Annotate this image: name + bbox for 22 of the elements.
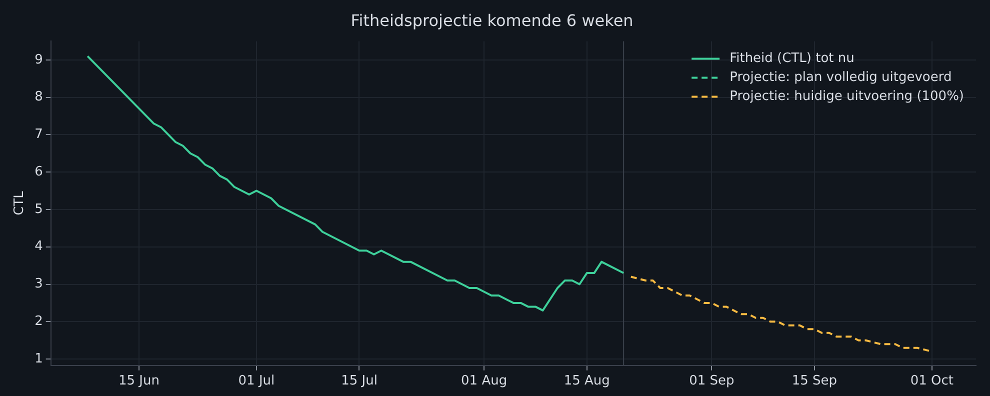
y-axis-title: CTL	[12, 190, 28, 216]
x-tick-label: 15 Jun	[118, 374, 160, 389]
legend-label: Projectie: huidige uitvoering (100%)	[730, 89, 964, 104]
x-tick-label: 01 Sep	[689, 374, 734, 389]
y-tick-label: 1	[34, 351, 43, 366]
legend-label: Fitheid (CTL) tot nu	[730, 51, 854, 66]
x-tick-label: 15 Sep	[792, 374, 838, 389]
x-tick-label: 01 Oct	[910, 374, 954, 389]
legend-label: Projectie: plan volledig uitgevoerd	[730, 70, 952, 86]
y-tick-label: 3	[34, 276, 43, 292]
y-tick-label: 2	[34, 314, 43, 330]
y-tick-label: 6	[34, 164, 43, 180]
x-tick-label: 01 Aug	[461, 374, 508, 389]
y-tick-label: 8	[34, 90, 43, 105]
y-tick-label: 5	[34, 202, 43, 217]
x-tick-label: 15 Jul	[341, 374, 378, 389]
x-tick-label: 15 Aug	[564, 374, 610, 389]
y-tick-label: 9	[34, 52, 43, 68]
chart-title: Fitheidsprojectie komende 6 weken	[350, 10, 634, 30]
y-tick-label: 4	[34, 239, 43, 254]
x-tick-label: 01 Jul	[238, 374, 275, 389]
y-tick-label: 7	[34, 127, 43, 142]
